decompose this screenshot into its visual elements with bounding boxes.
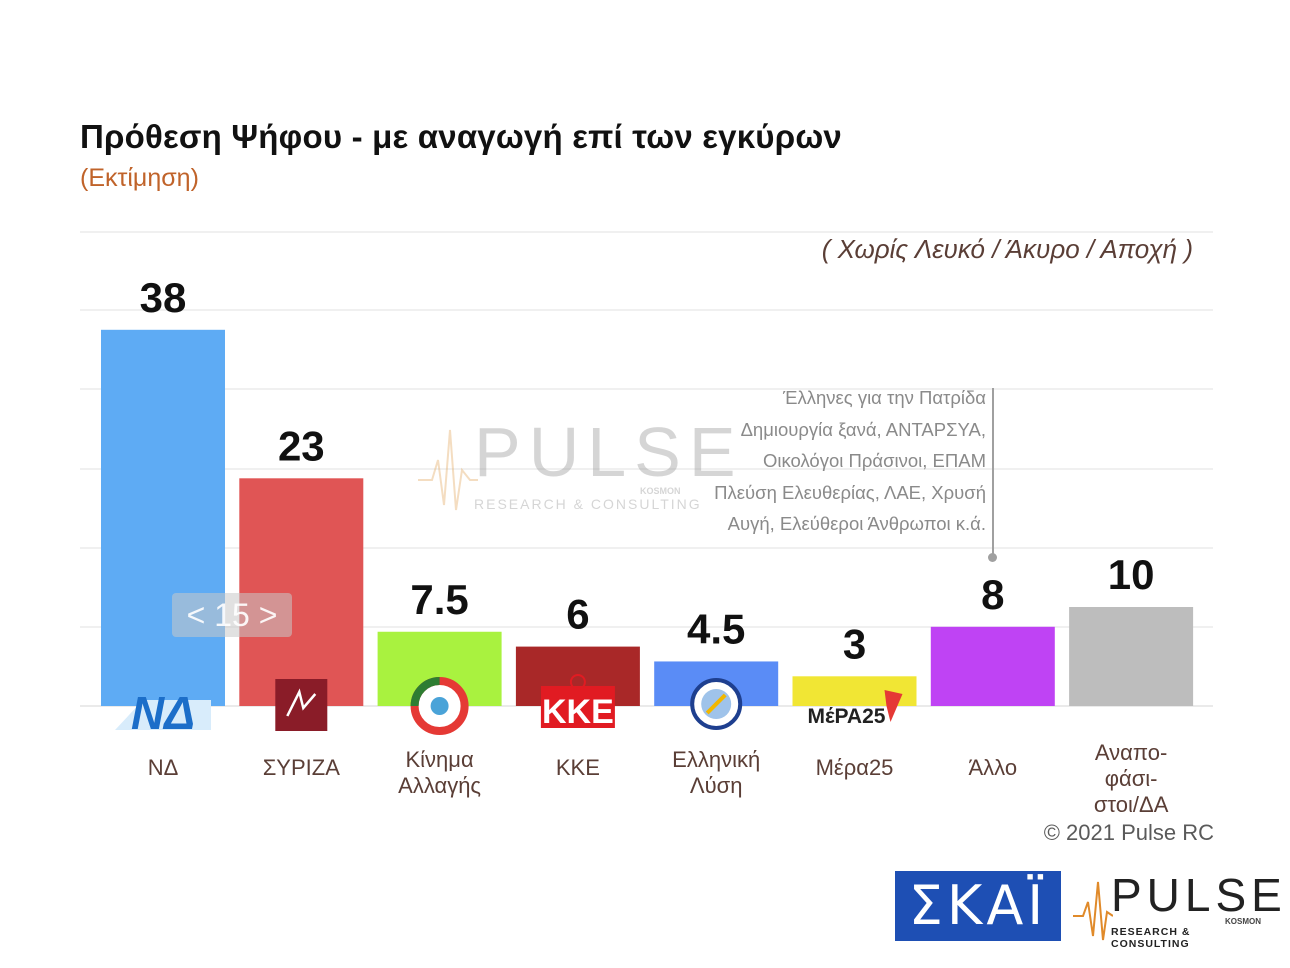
category-label: Μέρα25 — [816, 755, 894, 780]
value-label: 23 — [278, 422, 325, 469]
category-label: ΣΥΡΙΖΑ — [263, 755, 340, 780]
value-label: 3 — [843, 620, 866, 667]
chart-note: ( Χωρίς Λευκό / Άκυρο / Αποχή ) — [821, 234, 1193, 264]
category-label: Αναπο- — [1095, 740, 1167, 765]
kinal-logo-icon — [410, 677, 469, 735]
kke-logo-icon: ΚΚΕ — [540, 674, 615, 731]
slide-pager[interactable]: < 15 > — [172, 593, 292, 637]
category-label: Άλλο — [969, 755, 1018, 780]
watermark-sub: RESEARCH & CONSULTING — [474, 496, 702, 512]
bars — [101, 329, 1194, 706]
skai-logo: ΣΚΑΪ — [895, 871, 1061, 941]
callout-line-2: Δημιουργία ξανά, ΑΝΤΑΡΣΥΑ, — [740, 418, 986, 440]
pulse-logo-sub: RESEARCH & CONSULTING — [1111, 926, 1191, 950]
category-label: Λύση — [690, 773, 743, 798]
category-label: ΚΚΕ — [556, 755, 600, 780]
watermark-kosmon: KOSMON — [640, 486, 681, 496]
svg-text:ΚΚΕ: ΚΚΕ — [542, 693, 614, 731]
value-label: 7.5 — [410, 576, 468, 623]
callout-line-1: Έλληνες για την Πατρίδα — [782, 387, 986, 408]
svg-text:ΝΔ: ΝΔ — [131, 687, 195, 739]
callout-line-3: Οικολόγοι Πράσινοι, ΕΠΑΜ — [763, 450, 986, 472]
chart-subtitle: (Εκτίμηση) — [80, 164, 199, 192]
pulse-logo-wave-icon — [1073, 881, 1113, 941]
callout-dot — [988, 553, 997, 562]
value-label: 6 — [566, 591, 589, 638]
bar — [101, 329, 225, 706]
category-label: Κίνημα — [405, 747, 473, 772]
party-logos: ΝΔ ΚΚΕ ΜέΡΑ25 — [115, 674, 903, 739]
callout-connector — [992, 388, 994, 558]
elliniki-lysi-logo-icon — [690, 678, 743, 730]
pulse-wave-icon — [418, 429, 478, 511]
category-label: φάσι- — [1105, 766, 1158, 791]
mera25-logo-icon: ΜέΡΑ25 — [808, 690, 903, 728]
pulse-watermark: PULSE KOSMON RESEARCH & CONSULTING — [418, 410, 736, 520]
callout-line-5: Αυγή, Ελεύθεροι Άνθρωποι κ.ά. — [727, 513, 986, 535]
bar — [1069, 607, 1194, 706]
bar — [930, 626, 1055, 706]
pulse-logo: PULSE KOSMON RESEARCH & CONSULTING — [1073, 869, 1282, 950]
nd-logo-icon: ΝΔ — [115, 687, 211, 739]
category-label: Ελληνική — [672, 747, 760, 772]
other-parties-callout: Έλληνες για την Πατρίδα Δημιουργία ξανά,… — [690, 382, 986, 540]
watermark-word: PULSE — [474, 413, 744, 491]
value-label: 38 — [140, 274, 187, 321]
callout-line-4: Πλεύση Ελευθερίας, ΛΑΕ, Χρυσή — [714, 481, 986, 503]
syriza-logo-icon — [275, 679, 328, 731]
value-label: 8 — [981, 571, 1004, 618]
bar — [239, 478, 364, 706]
value-label: 4.5 — [687, 605, 745, 652]
chart-title: Πρόθεση Ψήφου - με αναγωγή επί των εγκύρ… — [80, 118, 842, 155]
category-label: Αλλαγής — [398, 773, 481, 798]
value-label: 10 — [1108, 551, 1155, 598]
pulse-logo-kosmon: KOSMON — [1225, 917, 1261, 926]
copyright: © 2021 Pulse RC — [1043, 820, 1214, 845]
category-label: ΝΔ — [148, 755, 179, 780]
category-label: στοι/ΔΑ — [1094, 792, 1169, 817]
pulse-logo-word: PULSE — [1111, 869, 1287, 921]
svg-text:ΜέΡΑ25: ΜέΡΑ25 — [808, 705, 886, 728]
